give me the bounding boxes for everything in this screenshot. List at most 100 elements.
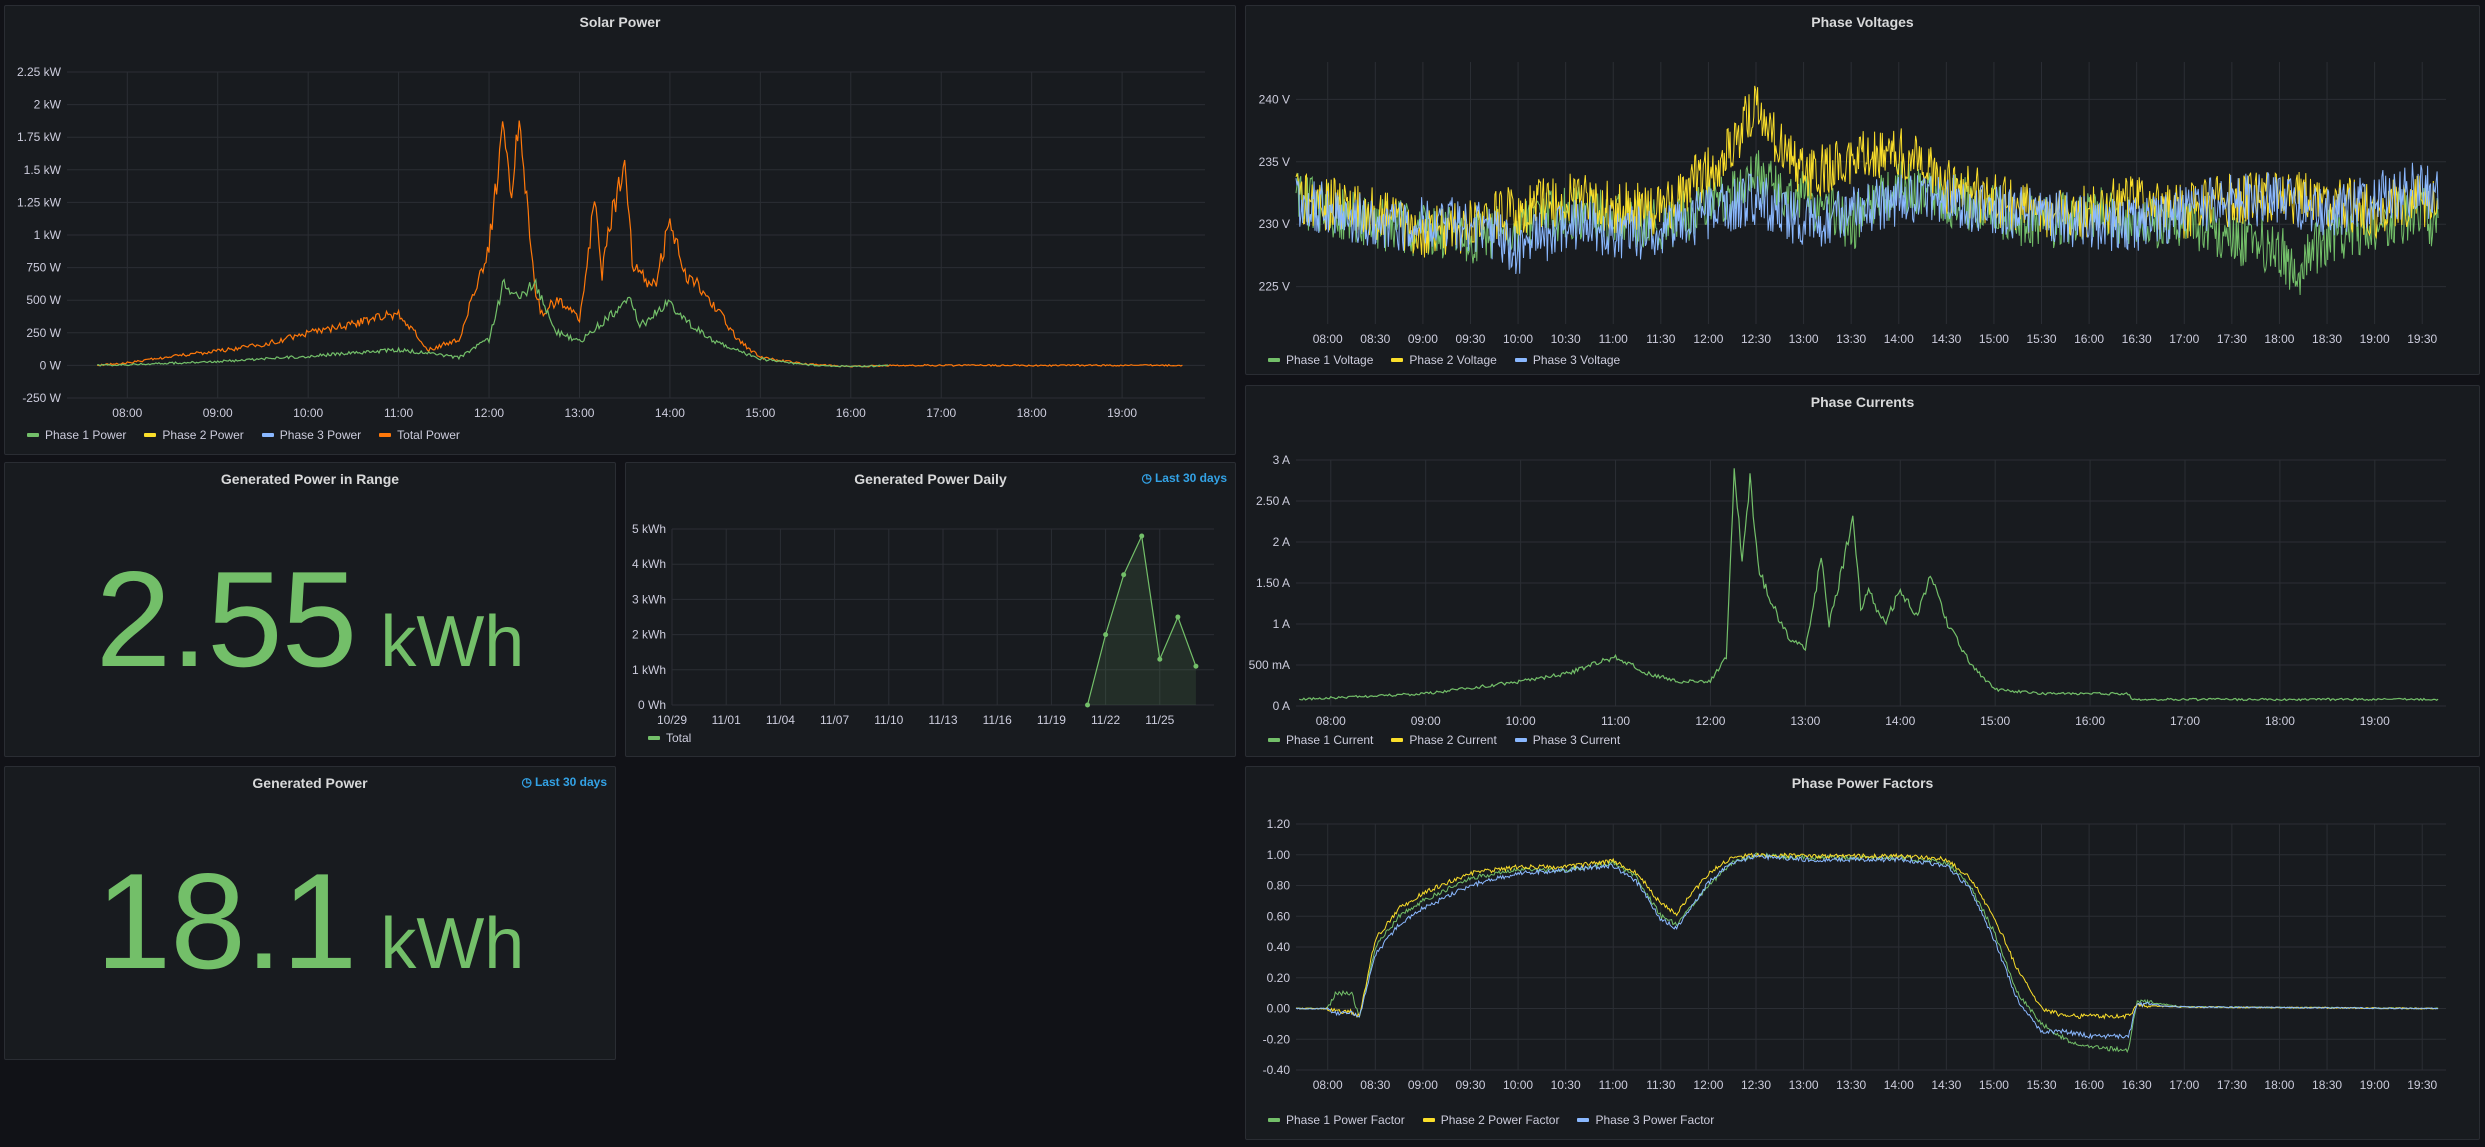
legend-item[interactable]: Phase 1 Power — [27, 428, 126, 442]
panel-title[interactable]: Generated Power Daily — [854, 471, 1007, 487]
series-line — [1295, 150, 2439, 296]
data-point — [1139, 533, 1145, 539]
y-tick-label: 1 kW — [34, 228, 62, 242]
legend-label: Phase 2 Power Factor — [1440, 1113, 1560, 1127]
y-tick-label: 0 A — [1273, 699, 1290, 713]
x-tick-label: 15:00 — [1979, 332, 2009, 346]
y-tick-label: 0.00 — [1267, 1002, 1291, 1016]
time-range-badge[interactable]: ◷ Last 30 days — [1141, 471, 1227, 485]
panel-title[interactable]: Phase Currents — [1810, 394, 1915, 410]
x-tick-label: 11/01 — [712, 713, 741, 727]
x-tick-label: 12:30 — [1741, 332, 1771, 346]
stat-number: 2.55 — [95, 543, 358, 695]
legend-item[interactable]: Total Power — [379, 428, 460, 442]
series-line — [1295, 85, 2439, 258]
legend-item[interactable]: Phase 2 Power Factor — [1422, 1113, 1560, 1127]
time-range-badge[interactable]: ◷ Last 30 days — [521, 775, 607, 789]
legend-item[interactable]: Phase 3 Current — [1514, 733, 1620, 747]
legend-swatch — [1514, 738, 1527, 742]
legend-item[interactable]: Phase 2 Power — [144, 428, 244, 442]
x-tick-label: 15:30 — [2027, 1078, 2057, 1092]
legend-item[interactable]: Phase 2 Current — [1391, 733, 1497, 747]
x-tick-label: 12:00 — [474, 406, 504, 420]
y-tick-label: 3 A — [1273, 453, 1290, 467]
x-tick-label: 18:00 — [2265, 714, 2295, 728]
x-tick-label: 09:30 — [1455, 332, 1485, 346]
series-line — [1295, 852, 2439, 1054]
x-tick-label: 16:30 — [2122, 332, 2152, 346]
x-tick-label: 08:00 — [1313, 332, 1343, 346]
legend-item[interactable]: Phase 1 Current — [1268, 733, 1373, 747]
x-tick-label: 11/25 — [1145, 713, 1174, 727]
x-tick-label: 14:00 — [1884, 1078, 1914, 1092]
clock-icon: ◷ — [1141, 471, 1152, 485]
legend-item[interactable]: Phase 3 Power — [261, 428, 361, 442]
panel-title[interactable]: Phase Voltages — [1811, 14, 1914, 30]
y-tick-label: 250 W — [26, 326, 61, 340]
legend: Phase 1 Power Factor Phase 2 Power Factor… — [1268, 1113, 1714, 1127]
phase-currents-chart[interactable]: 3 A 2.50 A 2 A 1.50 A 1 A 500 mA 0 A 08:00 09:00… — [1246, 386, 2481, 758]
legend-item[interactable]: Phase 3 Power Factor — [1577, 1113, 1714, 1127]
x-tick-label: 19:00 — [2360, 714, 2390, 728]
x-tick-label: 18:00 — [2264, 1078, 2294, 1092]
y-tick-label: 2.25 kW — [17, 65, 62, 79]
x-tick-label: 15:00 — [1979, 1078, 2009, 1092]
x-tick-label: 13:30 — [1836, 1078, 1866, 1092]
x-tick-label: 16:00 — [2074, 332, 2104, 346]
legend-swatch — [1577, 1118, 1590, 1122]
legend-item[interactable]: Phase 3 Voltage — [1514, 353, 1620, 367]
stat-number: 18.1 — [95, 845, 358, 997]
y-tick-label: 1.00 — [1267, 848, 1291, 862]
panel-title[interactable]: Phase Power Factors — [1791, 775, 1934, 791]
data-point — [1175, 614, 1181, 620]
x-tick-label: 15:00 — [745, 406, 775, 420]
x-tick-label: 15:00 — [1980, 714, 2010, 728]
legend: Total — [648, 731, 691, 745]
legend-label: Total Power — [397, 428, 460, 442]
x-tick-label: 11/22 — [1091, 713, 1120, 727]
legend-label: Phase 2 Voltage — [1409, 353, 1497, 367]
y-tick-label: 500 mA — [1249, 658, 1290, 672]
x-tick-label: 09:30 — [1455, 1078, 1485, 1092]
panel-phase-voltages: Phase Voltages 240 V 235 V 230 V 225 V 08:00… — [1245, 5, 2480, 375]
x-tick-label: 11/19 — [1037, 713, 1066, 727]
x-tick-label: 13:00 — [1789, 332, 1819, 346]
y-tick-label: 0.60 — [1267, 909, 1291, 923]
legend: Phase 1 Voltage Phase 2 Voltage Phase 3 Vo… — [1268, 353, 1620, 367]
x-tick-label: 16:00 — [2075, 714, 2105, 728]
x-tick-label: 14:30 — [1931, 1078, 1961, 1092]
x-tick-label: 19:00 — [1107, 406, 1137, 420]
x-tick-label: 11/07 — [820, 713, 849, 727]
legend-item[interactable]: Phase 1 Voltage — [1268, 353, 1373, 367]
x-tick-label: 12:00 — [1693, 1078, 1723, 1092]
legend-item[interactable]: Phase 2 Voltage — [1391, 353, 1497, 367]
panel-title[interactable]: Generated Power — [252, 775, 368, 791]
x-tick-label: 10:30 — [1551, 332, 1581, 346]
series-area — [1087, 536, 1196, 705]
y-tick-label: 2 kW — [34, 98, 62, 112]
panel-title[interactable]: Solar Power — [579, 14, 661, 30]
panel-title[interactable]: Generated Power in Range — [220, 471, 400, 487]
legend-swatch — [1391, 738, 1404, 742]
x-tick-label: 18:00 — [2264, 332, 2294, 346]
legend-label: Phase 1 Power — [45, 428, 127, 442]
x-tick-label: 14:00 — [1885, 714, 1915, 728]
phase-voltages-chart[interactable]: 240 V 235 V 230 V 225 V 08:00 08:30 09:00 09:30… — [1246, 6, 2481, 376]
legend-swatch — [1268, 738, 1280, 742]
x-tick-label: 16:00 — [836, 406, 866, 420]
legend-item[interactable]: Total — [648, 731, 691, 745]
legend-item[interactable]: Phase 1 Power Factor — [1268, 1113, 1405, 1127]
y-tick-label: 0 Wh — [638, 698, 666, 712]
solar-power-chart[interactable]: 2.25 kW 2 kW 1.75 kW 1.5 kW 1.25 kW 1 kW 750 W… — [5, 6, 1237, 456]
x-tick-label: 12:00 — [1695, 714, 1725, 728]
phase-power-factors-chart[interactable]: 1.20 1.00 0.80 0.60 0.40 0.20 0.00 -0.20 -0.40 08… — [1246, 767, 2481, 1141]
x-tick-label: 08:00 — [1313, 1078, 1343, 1092]
x-tick-label: 14:00 — [1884, 332, 1914, 346]
x-tick-label: 11:00 — [1599, 1078, 1628, 1092]
x-tick-label: 16:30 — [2122, 1078, 2152, 1092]
y-tick-label: 1.50 A — [1256, 576, 1290, 590]
y-tick-label: 1 kWh — [632, 663, 666, 677]
x-tick-label: 10:00 — [293, 406, 323, 420]
x-tick-label: 13:00 — [564, 406, 594, 420]
